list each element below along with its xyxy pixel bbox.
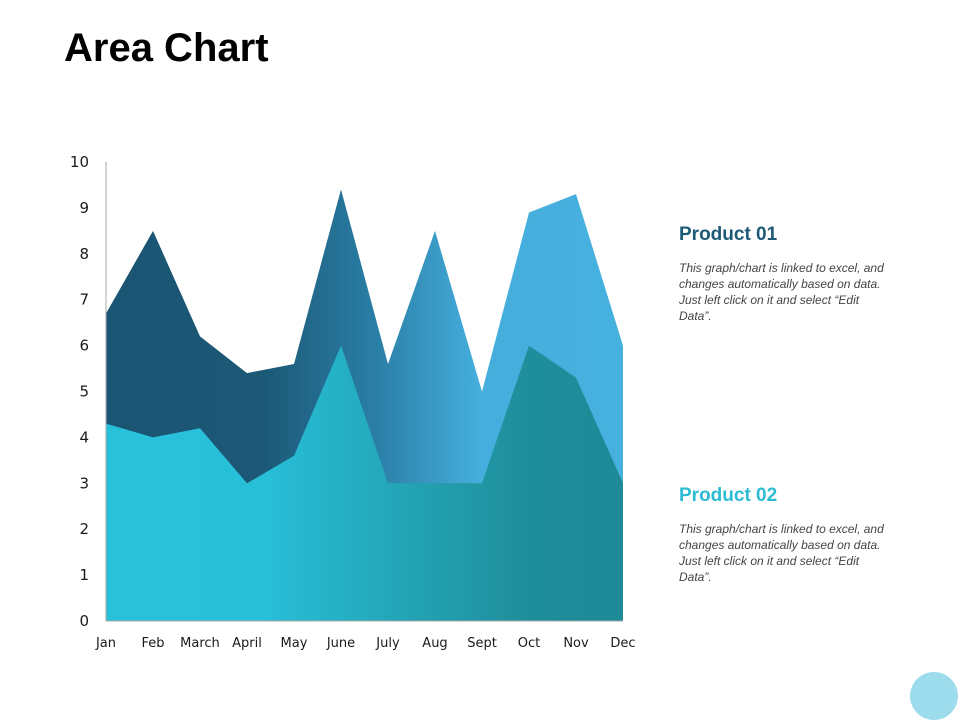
x-tick-label: Oct	[518, 636, 540, 651]
x-tick-label: June	[326, 636, 355, 651]
legend-product-02: Product 02 This graph/chart is linked to…	[679, 485, 894, 585]
y-tick-label: 5	[79, 383, 89, 401]
y-axis-ticks: 0 1 2 3 4 5 6 7 8 9 10	[70, 153, 89, 630]
x-tick-label: March	[180, 636, 220, 651]
legend-title-product-01: Product 01	[679, 224, 778, 245]
x-tick-label: Nov	[563, 636, 589, 651]
x-axis-ticks: Jan Feb March April May June July Aug Sept Oct Nov…	[95, 636, 636, 651]
x-tick-label: May	[281, 636, 308, 651]
x-tick-label: Dec	[610, 636, 635, 651]
decorative-circle	[910, 672, 958, 720]
y-tick-label: 2	[79, 520, 89, 538]
x-tick-label: Feb	[141, 636, 164, 651]
legend-description-product-01: This graph/chart is linked to excel, and…	[679, 261, 884, 323]
x-tick-label: April	[232, 636, 262, 651]
y-tick-label: 1	[79, 566, 89, 584]
area-series-product-02	[106, 345, 623, 621]
y-tick-label: 8	[79, 245, 89, 263]
page-title: Area Chart	[64, 26, 269, 70]
y-tick-label: 10	[70, 153, 89, 171]
x-tick-label: July	[375, 636, 400, 651]
y-tick-label: 7	[79, 291, 89, 309]
x-tick-label: Aug	[422, 636, 447, 651]
y-tick-label: 9	[79, 199, 89, 217]
x-tick-label: Jan	[95, 636, 116, 651]
x-tick-label: Sept	[467, 636, 497, 651]
y-tick-label: 6	[79, 337, 89, 355]
legend-product-01: Product 01 This graph/chart is linked to…	[679, 224, 894, 324]
chart-areas	[106, 189, 623, 621]
legend-title-product-02: Product 02	[679, 485, 778, 506]
legend-description-product-02: This graph/chart is linked to excel, and…	[679, 522, 884, 584]
chart-axes	[105, 162, 623, 622]
y-tick-label: 3	[79, 474, 89, 492]
y-tick-label: 4	[79, 428, 89, 446]
y-tick-label: 0	[79, 612, 89, 630]
